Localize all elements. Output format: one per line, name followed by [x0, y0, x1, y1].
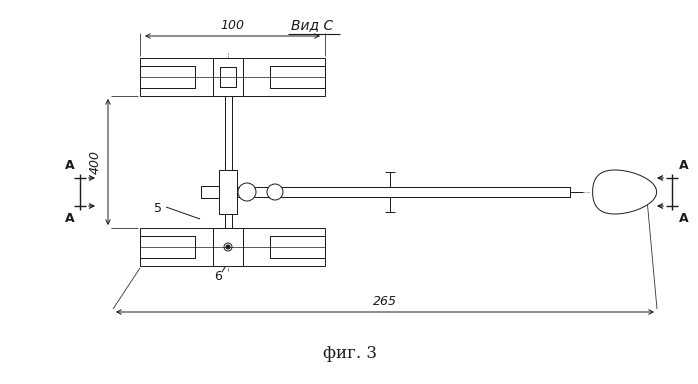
Bar — [237, 187, 570, 197]
Bar — [237, 187, 570, 197]
Text: A: A — [679, 212, 689, 225]
Circle shape — [238, 183, 256, 201]
Bar — [140, 58, 325, 96]
Bar — [213, 228, 243, 266]
Text: A: A — [65, 159, 75, 172]
Bar — [220, 67, 236, 87]
Text: 5: 5 — [154, 202, 162, 215]
Bar — [270, 236, 325, 258]
Polygon shape — [593, 170, 657, 214]
Bar — [270, 66, 325, 88]
Bar — [213, 228, 243, 266]
Text: 400: 400 — [89, 150, 102, 174]
Text: A: A — [65, 212, 75, 225]
Text: 6: 6 — [214, 270, 222, 283]
Text: Вид C: Вид C — [291, 18, 334, 32]
Bar — [270, 66, 325, 88]
Text: A: A — [679, 159, 689, 172]
Text: 265: 265 — [373, 295, 397, 308]
Bar — [225, 96, 232, 170]
Bar — [140, 66, 195, 88]
Bar — [140, 66, 195, 88]
Circle shape — [224, 243, 232, 251]
Bar — [225, 214, 232, 228]
Text: фиг. 3: фиг. 3 — [323, 346, 377, 362]
Text: 100: 100 — [221, 19, 244, 32]
Bar — [219, 170, 237, 214]
Bar — [225, 214, 232, 228]
Bar — [140, 236, 195, 258]
Bar — [140, 236, 195, 258]
Circle shape — [226, 245, 230, 249]
Bar — [213, 58, 243, 96]
Bar — [220, 67, 236, 87]
Bar — [225, 96, 232, 170]
Bar — [270, 236, 325, 258]
Bar — [219, 170, 237, 214]
Bar — [213, 58, 243, 96]
Circle shape — [267, 184, 283, 200]
Bar — [201, 186, 219, 198]
Bar — [140, 228, 325, 266]
Bar — [201, 186, 219, 198]
